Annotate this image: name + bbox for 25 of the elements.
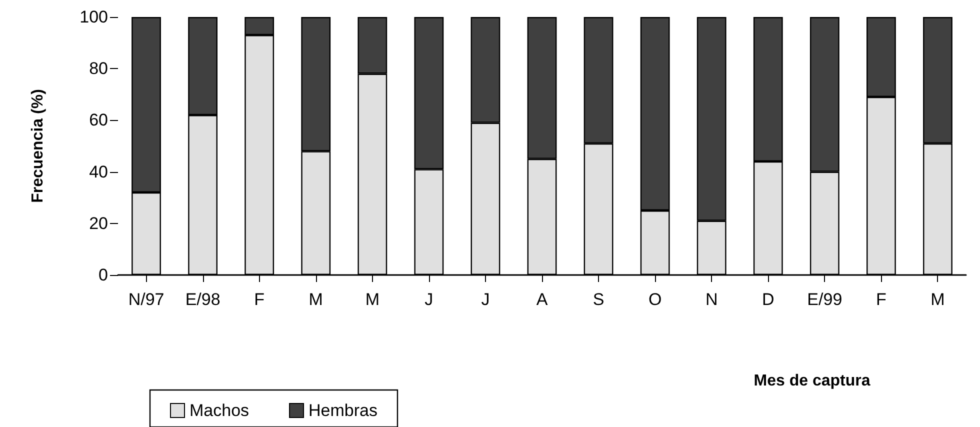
x-tick-label: A (536, 290, 548, 309)
x-tick-label: M (365, 290, 380, 309)
x-tick-label: N/97 (128, 290, 164, 309)
y-tick-label: 20 (89, 214, 108, 233)
x-tick-label: F (876, 290, 886, 309)
x-tick-label: D (762, 290, 774, 309)
y-tick-label: 60 (89, 110, 108, 130)
x-tick-label: J (481, 290, 490, 309)
x-tick-label: J (424, 290, 434, 309)
legend-label: Hembras (308, 401, 378, 420)
x-tick-label: M (308, 290, 323, 309)
x-tick-label: E/99 (807, 290, 842, 309)
y-axis-title: Frecuencia (%) (30, 89, 46, 203)
x-tick-label: S (592, 290, 604, 309)
y-tick-label: 40 (89, 162, 108, 182)
x-axis-title: Mes de captura (754, 372, 870, 390)
x-tick-label: E/98 (185, 290, 220, 309)
y-tick-label: 100 (80, 8, 108, 26)
x-tick-label: N (705, 290, 718, 309)
x-tick-label: O (648, 290, 662, 309)
legend-label: Machos (190, 401, 250, 420)
y-tick-label: 0 (98, 266, 108, 284)
x-tick-label: F (254, 290, 265, 309)
x-tick-label: M (930, 290, 945, 309)
y-tick-label: 80 (89, 59, 108, 78)
